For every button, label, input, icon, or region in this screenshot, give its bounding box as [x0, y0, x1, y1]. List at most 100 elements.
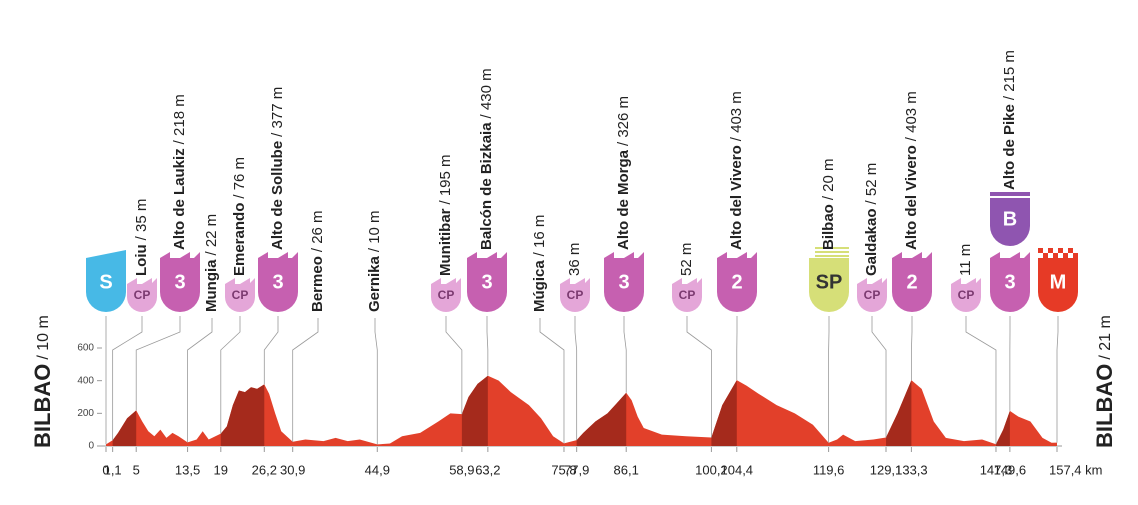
climb-area — [711, 380, 736, 446]
waypoint-label: 52 m — [678, 243, 695, 276]
badge-flag — [951, 278, 981, 284]
checker — [1058, 253, 1063, 258]
badge-text: SP — [816, 271, 843, 293]
waypoint-altitude: 36 m — [566, 243, 583, 276]
checker — [1048, 253, 1053, 258]
badge: 3 — [604, 252, 644, 312]
checker — [1053, 248, 1058, 253]
town-label: BILBAO/ 10 m — [30, 315, 55, 448]
x-tick-label: 104,4 — [721, 462, 754, 477]
connector — [872, 316, 886, 438]
climb-area — [577, 393, 627, 446]
badge-text: 3 — [1004, 271, 1015, 293]
waypoint-label: Munitibar/ 195 m — [437, 154, 454, 276]
badge-flag — [86, 250, 126, 258]
connector — [264, 316, 278, 384]
badge: SP — [809, 248, 849, 312]
badge-text: 3 — [272, 271, 283, 293]
badge-text: M — [1050, 271, 1067, 293]
climb-area — [886, 380, 911, 446]
waypoint-label: Alto de Pike/ 215 m — [1001, 50, 1018, 190]
waypoint-name: Alto del Vivero — [728, 145, 745, 250]
badge-text: 3 — [174, 271, 185, 293]
waypoint-label: Emerando/ 76 m — [231, 157, 248, 276]
connector — [487, 316, 488, 376]
town-altitude: / 21 m — [1097, 315, 1114, 359]
checker — [1043, 248, 1048, 253]
badge-flag — [160, 252, 200, 258]
checker — [1048, 248, 1053, 253]
waypoint-label: 11 m — [957, 244, 974, 276]
waypoint-label: Alto de Morga/ 326 m — [615, 96, 632, 250]
waypoint-altitude: / 20 m — [820, 158, 837, 200]
badge-flag — [258, 252, 298, 258]
connector — [293, 318, 318, 442]
badge-flag — [990, 192, 1030, 196]
waypoint-label: Alto de Sollube / 377 m — [269, 87, 286, 250]
waypoint-name: Galdakao — [863, 208, 880, 276]
waypoint-name: Alto de Morga — [615, 149, 632, 250]
badge: CP — [127, 278, 157, 312]
checker — [1073, 253, 1078, 258]
checker — [1068, 253, 1073, 258]
y-tick-label: 0 — [88, 441, 94, 452]
badge-flag — [857, 278, 887, 284]
badge-flag — [604, 252, 644, 258]
y-tick-label: 200 — [77, 408, 94, 419]
connector — [624, 316, 626, 393]
x-tick-label: 30,9 — [280, 462, 305, 477]
x-tick-label: 13,5 — [175, 462, 200, 477]
connector — [966, 316, 996, 444]
waypoint-name: Gernika — [366, 255, 383, 312]
waypoint-name: Alto de Pike — [1001, 104, 1018, 190]
climb-area — [462, 376, 488, 446]
x-tick-label: 1,1 — [104, 462, 122, 477]
town-name: BILBAO — [1092, 364, 1117, 448]
badge-flag — [225, 278, 255, 284]
checker — [1038, 253, 1043, 258]
waypoint-name: Alto de Sollube — [269, 141, 286, 250]
badge: 3 — [258, 252, 298, 312]
waypoint-label: Gernika/ 10 m — [366, 210, 383, 312]
badge-text: 3 — [481, 271, 492, 293]
badge-flag — [717, 252, 757, 258]
waypoint-altitude: / 26 m — [309, 210, 326, 252]
waypoint-name: Alto del Vivero — [903, 145, 920, 250]
y-tick-label: 600 — [77, 343, 94, 354]
waypoint-altitude: / 76 m — [231, 157, 248, 199]
badge: CP — [560, 278, 590, 312]
badge: CP — [431, 278, 461, 312]
x-tick-label: 149,6 — [994, 462, 1027, 477]
connector — [687, 316, 711, 438]
waypoint-altitude: / 35 m — [133, 199, 150, 241]
badge-text: CP — [438, 288, 455, 302]
x-tick-label: 26,2 — [252, 462, 277, 477]
badge: CP — [672, 278, 702, 312]
badge: 3 — [467, 252, 507, 312]
badge: 2 — [892, 252, 932, 312]
badge-text: CP — [864, 288, 881, 302]
waypoint-altitude: / 403 m — [903, 91, 920, 141]
badge-flag — [467, 252, 507, 258]
badge-text: CP — [567, 288, 584, 302]
checker — [1073, 248, 1078, 253]
waypoint-name: Munitibar — [437, 208, 454, 276]
waypoint-altitude: / 430 m — [478, 68, 495, 118]
waypoint-altitude: / 52 m — [863, 163, 880, 205]
climb-area — [221, 384, 265, 446]
badge-text: 2 — [731, 271, 742, 293]
x-tick-label: 5 — [133, 462, 140, 477]
waypoint-name: Múgica — [531, 260, 548, 312]
waypoint-name: Balcón de Bizkaia — [478, 122, 495, 250]
waypoint-label: Mungia/ 22 m — [203, 214, 220, 312]
badge-flag — [990, 252, 1030, 258]
badge: CP — [857, 278, 887, 312]
x-tick-label: 77,9 — [564, 462, 589, 477]
waypoint-altitude: / 377 m — [269, 87, 286, 137]
x-tick-label: 86,1 — [614, 462, 639, 477]
waypoint-label: Bilbao/ 20 m — [820, 158, 837, 250]
connector — [136, 316, 180, 410]
waypoint-altitude: / 218 m — [171, 94, 188, 144]
waypoint-name: Mungia — [203, 259, 220, 312]
waypoint-altitude: 52 m — [678, 243, 695, 276]
